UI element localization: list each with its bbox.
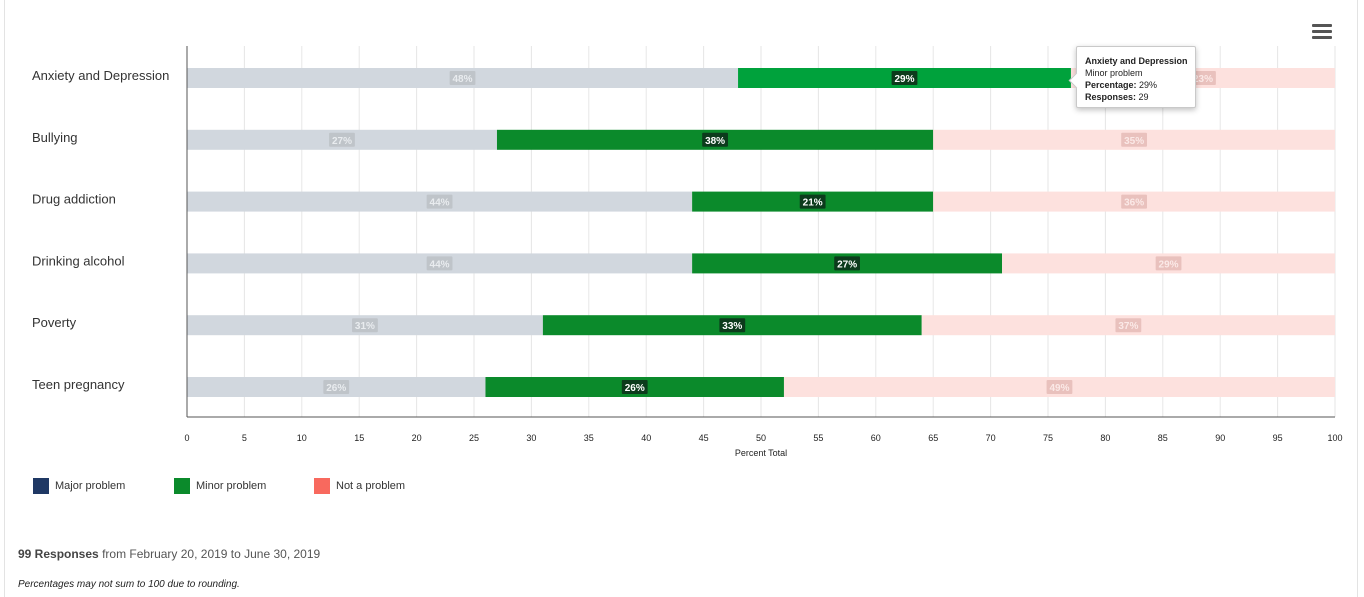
- legend-label-major-problem: Major problem: [55, 480, 126, 492]
- category-label-anxiety-and-depression: Anxiety and Depression: [32, 68, 169, 83]
- data-label-bg-bullying-minor-problem: [702, 132, 728, 147]
- hamburger-menu-icon[interactable]: [1312, 24, 1332, 40]
- data-label-drinking-alcohol-major-problem: 44%: [430, 259, 450, 270]
- x-tick-label-50: 50: [756, 433, 766, 443]
- category-label-bullying: Bullying: [32, 130, 78, 145]
- data-label-bg-bullying-not-a-problem: [1121, 132, 1147, 147]
- data-label-drug-addiction-major-problem: 44%: [430, 198, 450, 209]
- data-label-bg-drinking-alcohol-minor-problem: [834, 256, 860, 271]
- data-label-bg-drug-addiction-minor-problem: [799, 194, 826, 209]
- data-label-drug-addiction-minor-problem: 21%: [803, 198, 823, 209]
- legend-item-major-problem[interactable]: Major problem: [33, 478, 125, 494]
- data-label-bg-anxiety-and-depression-not-a-problem: [1190, 71, 1216, 85]
- tooltip-percentage-value: 29%: [1139, 80, 1158, 90]
- rounding-note: Percentages may not sum to 100 due to ro…: [18, 579, 240, 590]
- x-tick-label-0: 0: [184, 433, 189, 443]
- tooltip-series: Minor problem: [1085, 68, 1143, 78]
- x-tick-label-55: 55: [813, 433, 823, 443]
- x-tick-label-70: 70: [986, 433, 996, 443]
- data-label-bg-drinking-alcohol-not-a-problem: [1155, 256, 1182, 271]
- x-tick-label-60: 60: [871, 433, 881, 443]
- data-label-bullying-not-a-problem: 35%: [1124, 136, 1144, 147]
- data-label-poverty-minor-problem: 33%: [722, 321, 742, 332]
- x-tick-label-15: 15: [354, 433, 364, 443]
- data-label-poverty-not-a-problem: 37%: [1118, 321, 1138, 332]
- x-tick-label-75: 75: [1043, 433, 1053, 443]
- tooltip-title: Anxiety and Depression: [1085, 56, 1188, 66]
- x-tick-label-30: 30: [526, 433, 536, 443]
- x-tick-label-80: 80: [1100, 433, 1110, 443]
- x-tick-label-100: 100: [1327, 433, 1342, 443]
- category-label-drug-addiction: Drug addiction: [32, 192, 116, 207]
- tooltip-responses-label: Responses:: [1085, 92, 1137, 102]
- x-tick-label-65: 65: [928, 433, 938, 443]
- data-label-teen-pregnancy-minor-problem: 26%: [625, 383, 645, 394]
- legend-label-not-a-problem: Not a problem: [336, 480, 406, 492]
- responses-summary: 99 Responses from February 20, 2019 to J…: [18, 547, 320, 561]
- chart-panel: [4, 0, 1358, 597]
- x-tick-label-85: 85: [1158, 433, 1168, 443]
- responses-count: 99 Responses: [18, 547, 99, 561]
- data-label-bg-poverty-minor-problem: [719, 318, 746, 333]
- legend-swatch-major-problem: [33, 478, 49, 494]
- x-tick-label-10: 10: [297, 433, 307, 443]
- x-tick-label-35: 35: [584, 433, 594, 443]
- legend-item-not-a-problem[interactable]: Not a problem: [314, 478, 405, 494]
- data-label-bg-teen-pregnancy-minor-problem: [621, 380, 648, 394]
- x-tick-label-25: 25: [469, 433, 479, 443]
- data-label-teen-pregnancy-not-a-problem: 49%: [1049, 383, 1069, 394]
- tooltip-responses-value: 29: [1138, 92, 1149, 102]
- data-label-bg-bullying-major-problem: [329, 132, 355, 147]
- data-label-bg-teen-pregnancy-not-a-problem: [1046, 380, 1073, 394]
- category-label-teen-pregnancy: Teen pregnancy: [32, 377, 125, 392]
- data-label-drinking-alcohol-minor-problem: 27%: [837, 259, 857, 270]
- data-label-drinking-alcohol-not-a-problem: 29%: [1159, 259, 1179, 270]
- x-tick-label-95: 95: [1273, 433, 1283, 443]
- data-label-drug-addiction-not-a-problem: 36%: [1124, 198, 1144, 209]
- data-label-anxiety-and-depression-major-problem: 48%: [453, 74, 473, 85]
- x-tick-label-90: 90: [1215, 433, 1225, 443]
- legend-swatch-not-a-problem: [314, 478, 330, 494]
- data-label-bg-poverty-not-a-problem: [1115, 318, 1142, 333]
- data-label-bullying-minor-problem: 38%: [705, 136, 725, 147]
- category-label-drinking-alcohol: Drinking alcohol: [32, 253, 125, 268]
- data-label-bg-teen-pregnancy-major-problem: [323, 380, 350, 394]
- date-range: from February 20, 2019 to June 30, 2019: [102, 547, 321, 561]
- data-label-bullying-major-problem: 27%: [332, 136, 352, 147]
- chart-tooltip: Anxiety and Depression Minor problem Per…: [1068, 46, 1196, 108]
- x-axis-title: Percent Total: [735, 448, 787, 458]
- category-label-poverty: Poverty: [32, 315, 77, 330]
- legend-label-minor-problem: Minor problem: [196, 480, 267, 492]
- data-label-bg-anxiety-and-depression-major-problem: [449, 71, 476, 85]
- data-label-bg-drinking-alcohol-major-problem: [426, 256, 453, 271]
- data-label-bg-poverty-major-problem: [352, 318, 378, 333]
- data-label-anxiety-and-depression-not-a-problem: 23%: [1193, 74, 1213, 85]
- data-label-bg-anxiety-and-depression-minor-problem: [891, 71, 918, 85]
- x-tick-label-5: 5: [242, 433, 247, 443]
- data-label-anxiety-and-depression-minor-problem: 29%: [894, 74, 914, 85]
- data-label-poverty-major-problem: 31%: [355, 321, 375, 332]
- legend-item-minor-problem[interactable]: Minor problem: [174, 478, 266, 494]
- x-tick-label-20: 20: [412, 433, 422, 443]
- data-label-bg-drug-addiction-not-a-problem: [1121, 194, 1147, 209]
- stacked-bar-chart: 48% 29% 23% Anxiety and Depression 27% 38% 35%…: [32, 46, 1343, 458]
- tooltip-percentage-label: Percentage:: [1085, 80, 1137, 90]
- x-tick-label-45: 45: [699, 433, 709, 443]
- data-label-teen-pregnancy-major-problem: 26%: [326, 383, 346, 394]
- data-label-bg-drug-addiction-major-problem: [426, 194, 453, 209]
- x-tick-label-40: 40: [641, 433, 651, 443]
- legend-swatch-minor-problem: [174, 478, 190, 494]
